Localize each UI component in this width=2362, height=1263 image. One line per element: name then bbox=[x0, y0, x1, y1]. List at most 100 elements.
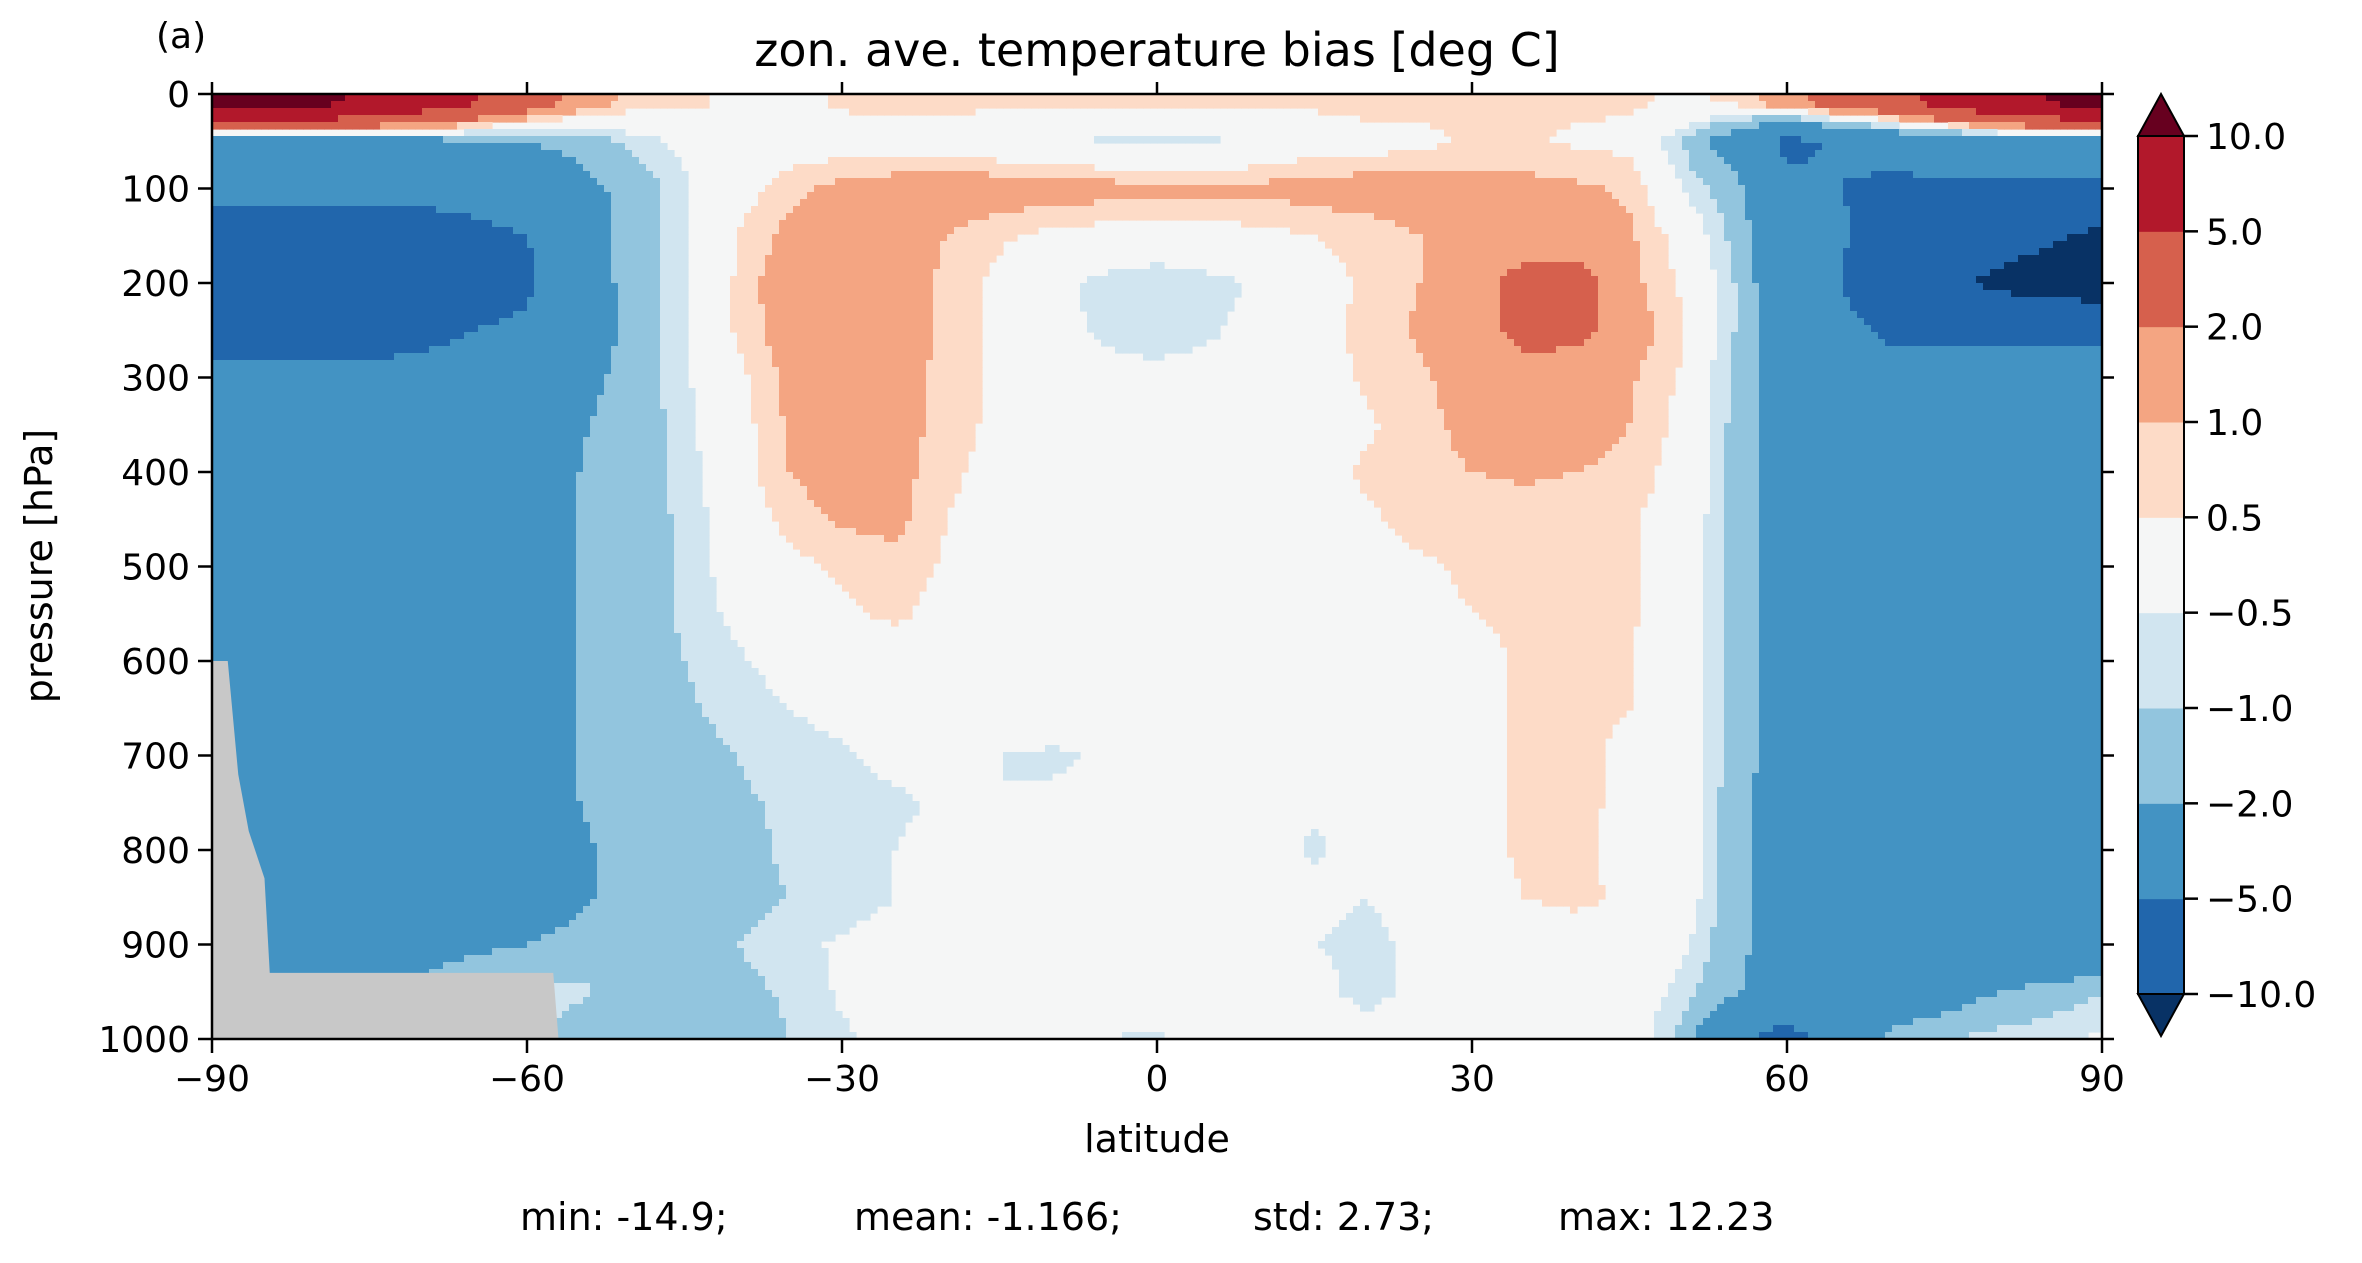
contour-cell bbox=[1675, 157, 1683, 165]
contour-cell bbox=[1374, 206, 1382, 214]
contour-cell bbox=[1878, 220, 1886, 228]
contour-cell bbox=[534, 171, 542, 179]
contour-cell bbox=[317, 206, 325, 214]
contour-cell bbox=[975, 164, 983, 172]
contour-cell bbox=[660, 101, 668, 109]
contour-cell bbox=[800, 171, 808, 179]
contour-cell bbox=[275, 220, 283, 228]
contour-cell bbox=[450, 213, 458, 221]
contour-cell bbox=[1332, 241, 1340, 249]
contour-cell bbox=[849, 164, 857, 172]
contour-cell bbox=[1367, 101, 1375, 109]
contour-cell bbox=[2004, 185, 2012, 193]
contour-cell bbox=[1437, 234, 1445, 242]
contour-cell bbox=[1710, 199, 1718, 207]
contour-cell bbox=[429, 150, 437, 158]
contour-cell bbox=[1416, 157, 1424, 165]
contour-cell bbox=[2025, 255, 2033, 263]
contour-cell bbox=[1521, 241, 1529, 249]
contour-cell bbox=[1878, 178, 1886, 186]
contour-cell bbox=[905, 206, 913, 214]
contour-cell bbox=[1871, 157, 1879, 165]
contour-cell bbox=[842, 199, 850, 207]
contour-cell bbox=[632, 199, 640, 207]
contour-cell bbox=[1724, 115, 1732, 123]
contour-cell bbox=[2039, 164, 2047, 172]
contour-cell bbox=[1752, 143, 1760, 151]
contour-cell bbox=[1878, 206, 1886, 214]
contour-cell bbox=[583, 213, 591, 221]
contour-cell bbox=[1402, 255, 1410, 263]
contour-cell bbox=[1885, 248, 1893, 256]
contour-cell bbox=[1542, 129, 1550, 137]
contour-cell bbox=[1304, 171, 1312, 179]
contour-cell bbox=[1115, 136, 1123, 144]
contour-cell bbox=[1045, 213, 1053, 221]
contour-cell bbox=[366, 213, 374, 221]
contour-cell bbox=[1346, 255, 1354, 263]
contour-cell bbox=[359, 164, 367, 172]
contour-cell bbox=[268, 213, 276, 221]
contour-cell bbox=[331, 213, 339, 221]
contour-cell bbox=[1920, 178, 1928, 186]
contour-cell bbox=[1479, 206, 1487, 214]
contour-cell bbox=[457, 157, 465, 165]
contour-cell bbox=[1913, 108, 1921, 116]
contour-cell bbox=[751, 255, 759, 263]
contour-cell bbox=[499, 150, 507, 158]
contour-cell bbox=[1556, 122, 1564, 130]
contour-cell bbox=[1507, 143, 1515, 151]
contour-cell bbox=[1892, 157, 1900, 165]
contour-cell bbox=[786, 234, 794, 242]
contour-cell bbox=[1388, 101, 1396, 109]
contour-cell bbox=[1395, 101, 1403, 109]
contour-cell bbox=[1640, 94, 1648, 102]
contour-cell bbox=[2067, 143, 2075, 151]
contour-cell bbox=[912, 108, 920, 116]
contour-cell bbox=[786, 185, 794, 193]
contour-cell bbox=[1997, 178, 2005, 186]
contour-cell bbox=[1745, 94, 1753, 102]
contour-cell bbox=[240, 248, 248, 256]
contour-cell bbox=[611, 220, 619, 228]
contour-cell bbox=[2074, 115, 2082, 123]
contour-cell bbox=[562, 255, 570, 263]
contour-cell bbox=[338, 213, 346, 221]
contour-cell bbox=[310, 178, 318, 186]
contour-cell bbox=[884, 101, 892, 109]
contour-cell bbox=[1003, 192, 1011, 200]
contour-cell bbox=[1129, 101, 1137, 109]
contour-cell bbox=[1892, 164, 1900, 172]
contour-cell bbox=[1892, 213, 1900, 221]
contour-cell bbox=[527, 206, 535, 214]
contour-cell bbox=[1976, 164, 1984, 172]
contour-cell bbox=[1458, 115, 1466, 123]
contour-cell bbox=[422, 101, 430, 109]
contour-cell bbox=[2088, 255, 2096, 263]
contour-cell bbox=[240, 122, 248, 130]
contour-cell bbox=[471, 143, 479, 151]
contour-cell bbox=[1360, 213, 1368, 221]
contour-cell bbox=[1857, 101, 1865, 109]
contour-cell bbox=[464, 206, 472, 214]
contour-cell bbox=[1710, 150, 1718, 158]
contour-cell bbox=[1045, 94, 1053, 102]
contour-cell bbox=[1619, 220, 1627, 228]
contour-cell bbox=[1402, 115, 1410, 123]
contour-cell bbox=[1780, 213, 1788, 221]
contour-cell bbox=[807, 241, 815, 249]
contour-cell bbox=[1738, 255, 1746, 263]
contour-cell bbox=[660, 234, 668, 242]
contour-cell bbox=[1962, 115, 1970, 123]
contour-cell bbox=[1696, 206, 1704, 214]
contour-cell bbox=[954, 227, 962, 235]
contour-cell bbox=[569, 248, 577, 256]
contour-cell bbox=[520, 255, 528, 263]
contour-cell bbox=[884, 213, 892, 221]
contour-cell bbox=[1633, 206, 1641, 214]
contour-cell bbox=[1857, 94, 1865, 102]
contour-cell bbox=[982, 227, 990, 235]
contour-cell bbox=[429, 241, 437, 249]
contour-cell bbox=[275, 192, 283, 200]
contour-cell bbox=[807, 164, 815, 172]
